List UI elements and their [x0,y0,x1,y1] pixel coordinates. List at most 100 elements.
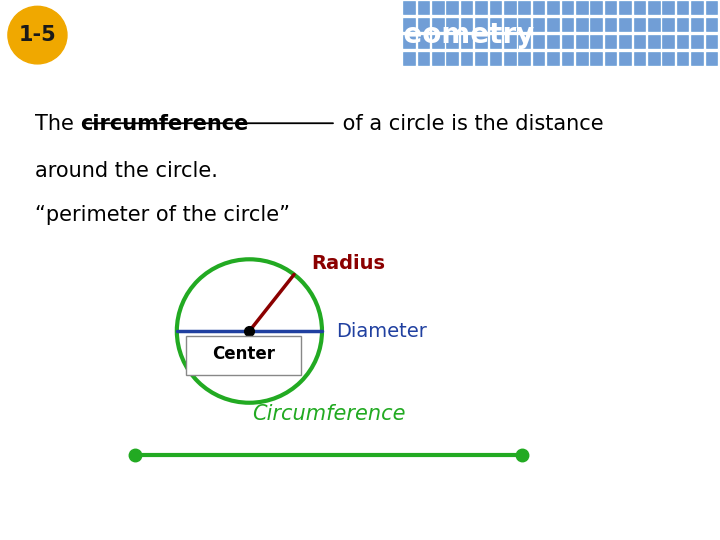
FancyBboxPatch shape [518,35,530,48]
Text: Circumference: Circumference [252,404,405,424]
Ellipse shape [8,6,67,64]
FancyBboxPatch shape [590,52,602,65]
FancyBboxPatch shape [490,18,501,31]
FancyBboxPatch shape [461,2,472,14]
FancyBboxPatch shape [619,35,631,48]
FancyBboxPatch shape [533,52,544,65]
FancyBboxPatch shape [475,52,487,65]
FancyBboxPatch shape [461,35,472,48]
FancyBboxPatch shape [619,52,631,65]
Text: Copyright © by Holt Mc Dougal.: Copyright © by Holt Mc Dougal. [524,517,706,528]
FancyBboxPatch shape [590,18,602,31]
FancyBboxPatch shape [490,35,501,48]
Text: All Rights Reserved.: All Rights Reserved. [420,517,706,528]
FancyBboxPatch shape [706,2,717,14]
FancyBboxPatch shape [619,18,631,31]
FancyBboxPatch shape [590,35,602,48]
FancyBboxPatch shape [648,2,660,14]
FancyBboxPatch shape [619,2,631,14]
FancyBboxPatch shape [634,52,645,65]
FancyBboxPatch shape [634,35,645,48]
FancyBboxPatch shape [432,52,444,65]
Text: circumference: circumference [80,113,248,134]
FancyBboxPatch shape [576,52,588,65]
FancyBboxPatch shape [186,336,301,375]
FancyBboxPatch shape [590,2,602,14]
FancyBboxPatch shape [562,18,573,31]
Text: Holt McDougal Geometry: Holt McDougal Geometry [14,516,172,529]
FancyBboxPatch shape [547,35,559,48]
FancyBboxPatch shape [576,35,588,48]
FancyBboxPatch shape [706,35,717,48]
FancyBboxPatch shape [446,18,458,31]
FancyBboxPatch shape [446,2,458,14]
FancyBboxPatch shape [605,52,616,65]
Text: Using Formulas in Geometry: Using Formulas in Geometry [90,21,534,49]
Ellipse shape [177,259,322,403]
FancyBboxPatch shape [432,2,444,14]
FancyBboxPatch shape [547,2,559,14]
FancyBboxPatch shape [518,2,530,14]
FancyBboxPatch shape [691,2,703,14]
FancyBboxPatch shape [504,35,516,48]
FancyBboxPatch shape [504,2,516,14]
FancyBboxPatch shape [562,2,573,14]
Text: Center: Center [212,345,275,363]
FancyBboxPatch shape [648,35,660,48]
FancyBboxPatch shape [677,18,688,31]
FancyBboxPatch shape [490,2,501,14]
Text: The: The [35,113,81,134]
FancyBboxPatch shape [446,52,458,65]
Text: Diameter: Diameter [336,321,427,341]
FancyBboxPatch shape [691,52,703,65]
FancyBboxPatch shape [418,35,429,48]
FancyBboxPatch shape [547,52,559,65]
FancyBboxPatch shape [691,18,703,31]
FancyBboxPatch shape [418,2,429,14]
FancyBboxPatch shape [662,2,674,14]
FancyBboxPatch shape [533,2,544,14]
Text: 1-5: 1-5 [19,25,56,45]
Text: of a circle is the distance: of a circle is the distance [336,113,603,134]
FancyBboxPatch shape [677,35,688,48]
FancyBboxPatch shape [677,2,688,14]
FancyBboxPatch shape [648,18,660,31]
FancyBboxPatch shape [605,35,616,48]
FancyBboxPatch shape [403,2,415,14]
FancyBboxPatch shape [403,18,415,31]
FancyBboxPatch shape [490,52,501,65]
Text: Radius: Radius [311,254,385,273]
Text: around the circle.: around the circle. [35,161,218,181]
FancyBboxPatch shape [691,35,703,48]
Text: “perimeter of the circle”: “perimeter of the circle” [35,205,290,225]
FancyBboxPatch shape [504,18,516,31]
FancyBboxPatch shape [403,52,415,65]
FancyBboxPatch shape [461,52,472,65]
FancyBboxPatch shape [634,18,645,31]
FancyBboxPatch shape [706,18,717,31]
FancyBboxPatch shape [518,52,530,65]
FancyBboxPatch shape [662,35,674,48]
FancyBboxPatch shape [562,35,573,48]
FancyBboxPatch shape [706,52,717,65]
FancyBboxPatch shape [547,18,559,31]
FancyBboxPatch shape [432,35,444,48]
FancyBboxPatch shape [662,18,674,31]
FancyBboxPatch shape [634,2,645,14]
FancyBboxPatch shape [605,18,616,31]
FancyBboxPatch shape [648,52,660,65]
FancyBboxPatch shape [403,35,415,48]
FancyBboxPatch shape [475,35,487,48]
FancyBboxPatch shape [518,18,530,31]
FancyBboxPatch shape [576,2,588,14]
FancyBboxPatch shape [461,18,472,31]
FancyBboxPatch shape [662,52,674,65]
FancyBboxPatch shape [418,18,429,31]
FancyBboxPatch shape [605,2,616,14]
FancyBboxPatch shape [475,2,487,14]
FancyBboxPatch shape [576,18,588,31]
FancyBboxPatch shape [504,52,516,65]
FancyBboxPatch shape [533,35,544,48]
FancyBboxPatch shape [432,18,444,31]
FancyBboxPatch shape [562,52,573,65]
